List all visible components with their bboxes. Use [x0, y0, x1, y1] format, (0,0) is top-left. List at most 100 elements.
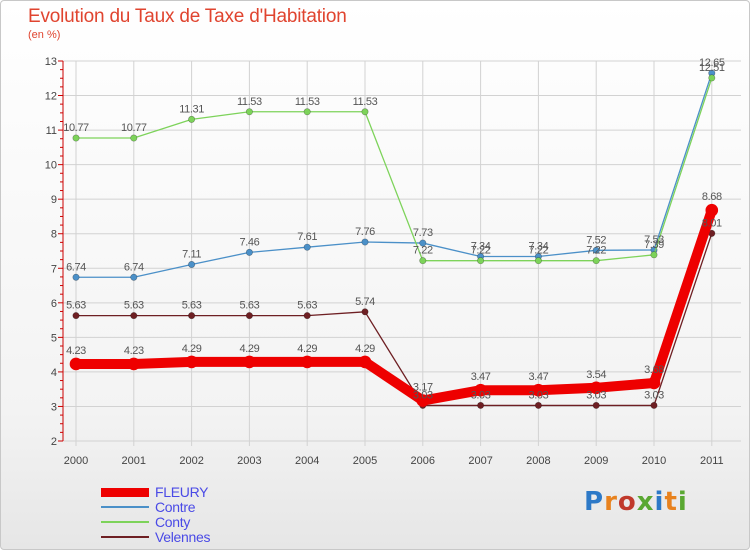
x-tick-label: 2005 — [353, 455, 377, 467]
data-point-contre — [303, 243, 311, 251]
data-label-contre: 7.11 — [182, 248, 201, 260]
data-label-velennes: 3.03 — [471, 389, 491, 401]
data-point-fleury — [185, 355, 198, 369]
data-point-conty — [477, 257, 485, 265]
logo-letter: o — [617, 487, 637, 517]
legend-swatch — [101, 487, 149, 497]
y-tick-label: 9 — [51, 194, 57, 206]
data-label-conty: 11.53 — [353, 96, 378, 108]
data-label-contre: 7.53 — [644, 234, 664, 246]
data-label-fleury: 8.68 — [702, 191, 722, 203]
data-point-conty — [708, 74, 716, 82]
data-label-contre: 7.34 — [528, 241, 548, 253]
data-label-contre: 6.74 — [124, 261, 144, 273]
x-tick-label: 2008 — [526, 455, 550, 467]
data-label-velennes: 5.63 — [66, 300, 86, 312]
data-point-conty — [303, 108, 311, 116]
data-label-velennes: 3.03 — [586, 389, 606, 401]
chart-title: Evolution du Taux de Taxe d'Habitation — [28, 6, 347, 27]
data-label-velennes: 3.03 — [644, 389, 664, 401]
x-tick-label: 2002 — [179, 455, 203, 467]
data-label-conty: 7.22 — [586, 245, 606, 257]
data-label-velennes: 5.63 — [124, 300, 144, 312]
series-line-conty — [75, 77, 713, 262]
data-label-conty: 7.22 — [471, 245, 491, 257]
data-label-fleury: 3.68 — [644, 364, 664, 376]
y-tick-label: 10 — [45, 160, 57, 172]
legend-label: Velennes — [155, 529, 211, 545]
data-label-velennes: 3.03 — [413, 389, 433, 401]
data-label-velennes: 5.74 — [355, 296, 375, 308]
data-label-conty: 7.22 — [413, 245, 433, 257]
data-point-velennes — [72, 312, 80, 320]
data-label-contre: 7.61 — [297, 231, 317, 243]
data-label-fleury: 3.47 — [471, 371, 491, 383]
data-point-velennes — [130, 312, 138, 320]
data-point-fleury — [358, 355, 372, 369]
data-label-conty: 10.77 — [63, 122, 89, 134]
data-label-conty: 7.22 — [528, 245, 548, 257]
y-tick-label: 11 — [46, 125, 57, 137]
data-point-fleury — [474, 383, 487, 397]
data-point-velennes — [477, 401, 485, 409]
data-point-contre — [592, 246, 600, 254]
series-lines — [69, 69, 719, 409]
logo-letter: P — [584, 487, 605, 517]
logo-letter: i — [677, 487, 688, 517]
x-tick-label: 2011 — [700, 455, 724, 467]
data-label-contre: 7.76 — [355, 226, 375, 238]
x-tick-label: 2004 — [295, 455, 319, 467]
data-point-contre — [361, 238, 369, 246]
logo-letter: r — [604, 487, 618, 517]
data-point-conty — [361, 108, 369, 116]
data-labels: 5.63 5.63 5.63 5.63 5.63 5.74 3.03 3.03 3.03 3.03… — [63, 57, 725, 401]
data-point-conty — [188, 115, 196, 123]
series-line-contre — [75, 72, 713, 278]
data-point-conty — [592, 257, 600, 265]
x-tick-label: 2003 — [237, 455, 261, 467]
data-point-contre — [245, 248, 253, 256]
data-point-fleury — [705, 203, 719, 217]
data-label-fleury: 4.29 — [355, 343, 375, 355]
data-point-velennes — [534, 401, 542, 409]
data-point-contre — [419, 239, 427, 247]
data-point-fleury — [69, 357, 83, 371]
y-tick-label: 8 — [51, 229, 57, 241]
chart-unit-label: (en %) — [28, 29, 61, 41]
data-point-fleury — [300, 355, 314, 369]
data-point-velennes — [650, 401, 658, 409]
legend-label: FLEURY — [155, 484, 209, 500]
data-point-conty — [245, 108, 253, 116]
data-label-velennes: 8.01 — [702, 217, 722, 229]
logo-letter: t — [664, 487, 678, 517]
data-point-velennes — [361, 308, 369, 316]
data-label-fleury: 4.29 — [182, 343, 202, 355]
data-label-contre: 6.74 — [66, 261, 86, 273]
x-tick-label: 2007 — [468, 455, 492, 467]
y-tick-label: 12 — [45, 91, 57, 103]
data-label-contre: 7.46 — [239, 236, 259, 248]
data-point-fleury — [243, 355, 256, 369]
y-tick-label: 7 — [51, 263, 57, 275]
data-label-conty: 11.31 — [179, 103, 204, 115]
data-label-contre: 7.52 — [586, 234, 606, 246]
data-label-velennes: 5.63 — [182, 300, 202, 312]
y-tick-label: 3 — [51, 401, 57, 413]
data-point-contre — [130, 273, 138, 281]
data-point-fleury — [532, 383, 545, 397]
data-point-conty — [72, 134, 80, 142]
data-point-conty — [419, 257, 427, 265]
data-label-conty: 10.77 — [121, 122, 147, 134]
data-label-contre: 7.34 — [471, 241, 491, 253]
series-line-fleury — [71, 205, 717, 406]
data-point-contre — [72, 273, 80, 281]
data-label-velennes: 5.63 — [239, 300, 259, 312]
data-point-conty — [534, 257, 542, 265]
y-tick-label: 2 — [51, 436, 57, 448]
data-label-conty: 11.53 — [237, 96, 262, 108]
data-label-fleury: 3.47 — [528, 371, 548, 383]
data-point-conty — [130, 134, 138, 142]
logo-letter: x — [636, 487, 655, 517]
x-tick-label: 2009 — [584, 455, 608, 467]
